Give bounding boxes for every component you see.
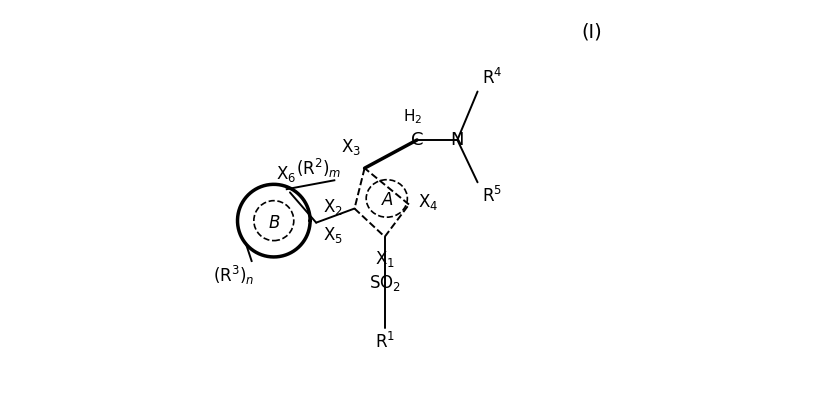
- Text: X$_3$: X$_3$: [341, 137, 361, 157]
- Text: X$_1$: X$_1$: [375, 249, 395, 269]
- Text: (I): (I): [582, 23, 603, 42]
- Text: X$_2$: X$_2$: [324, 196, 344, 216]
- Text: X$_4$: X$_4$: [418, 193, 438, 213]
- Text: A: A: [382, 191, 393, 209]
- Text: C: C: [411, 131, 423, 149]
- Text: R$^5$: R$^5$: [482, 187, 501, 207]
- Text: H$_2$: H$_2$: [402, 107, 422, 126]
- Text: SO$_2$: SO$_2$: [368, 273, 401, 293]
- Text: B: B: [268, 213, 279, 231]
- Text: (R$^3$)$_n$: (R$^3$)$_n$: [213, 263, 254, 287]
- Text: (R$^2$)$_m$: (R$^2$)$_m$: [296, 157, 341, 180]
- Text: X$_6$: X$_6$: [276, 164, 296, 184]
- Text: R$^1$: R$^1$: [375, 332, 395, 352]
- Text: X$_5$: X$_5$: [324, 225, 344, 245]
- Text: N: N: [451, 131, 464, 149]
- Text: R$^4$: R$^4$: [482, 67, 502, 88]
